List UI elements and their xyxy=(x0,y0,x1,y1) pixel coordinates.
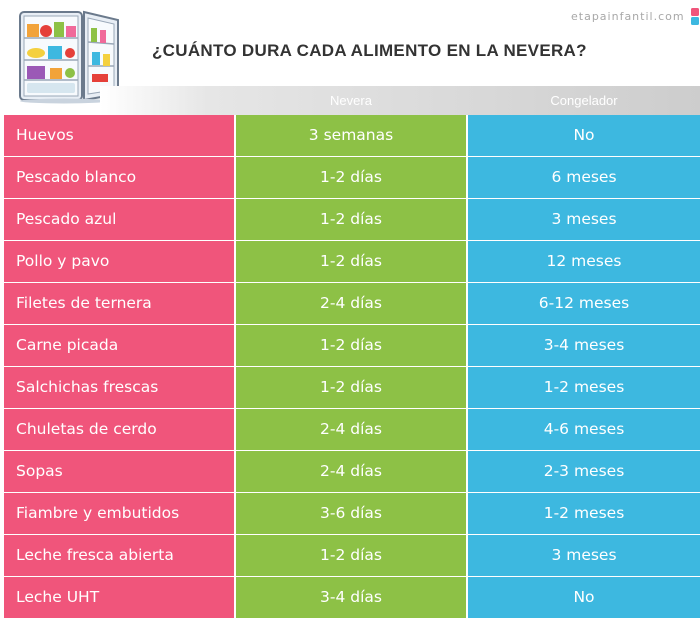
table-row: Sopas 2-4 días 2-3 meses xyxy=(4,451,700,492)
freezer-time-cell: 3 meses xyxy=(468,535,700,576)
food-cell: Pollo y pavo xyxy=(4,241,234,282)
food-cell: Leche UHT xyxy=(4,577,234,618)
fridge-time-cell: 1-2 días xyxy=(236,241,466,282)
table-row: Fiambre y embutidos 3-6 días 1-2 meses xyxy=(4,493,700,534)
fridge-time-cell: 2-4 días xyxy=(236,283,466,324)
food-cell: Filetes de ternera xyxy=(4,283,234,324)
table-row: Carne picada 1-2 días 3-4 meses xyxy=(4,325,700,366)
column-header-freezer: Congelador xyxy=(550,93,618,108)
food-cell: Leche fresca abierta xyxy=(4,535,234,576)
freezer-time-cell: No xyxy=(468,577,700,618)
table-row: Huevos 3 semanas No xyxy=(4,115,700,156)
table-row: Salchichas frescas 1-2 días 1-2 meses xyxy=(4,367,700,408)
food-cell: Pescado blanco xyxy=(4,157,234,198)
fridge-time-cell: 3 semanas xyxy=(236,115,466,156)
freezer-time-cell: 1-2 meses xyxy=(468,493,700,534)
storage-table: Huevos 3 semanas No Pescado blanco 1-2 días 6… xyxy=(4,115,700,619)
freezer-time-cell: 3-4 meses xyxy=(468,325,700,366)
fridge-time-cell: 1-2 días xyxy=(236,367,466,408)
fridge-time-cell: 1-2 días xyxy=(236,325,466,366)
fridge-time-cell: 2-4 días xyxy=(236,451,466,492)
page-title: ¿CUÁNTO DURA CADA ALIMENTO EN LA NEVERA? xyxy=(152,41,587,60)
food-cell: Chuletas de cerdo xyxy=(4,409,234,450)
fridge-time-cell: 1-2 días xyxy=(236,199,466,240)
freezer-time-cell: 2-3 meses xyxy=(468,451,700,492)
freezer-time-cell: No xyxy=(468,115,700,156)
freezer-time-cell: 1-2 meses xyxy=(468,367,700,408)
column-header-bar xyxy=(100,86,700,115)
fridge-illustration xyxy=(19,10,119,104)
fridge-time-cell: 1-2 días xyxy=(236,157,466,198)
table-row: Pescado blanco 1-2 días 6 meses xyxy=(4,157,700,198)
food-cell: Pescado azul xyxy=(4,199,234,240)
column-header-fridge: Nevera xyxy=(330,93,372,108)
brand-logo-icon xyxy=(690,8,700,25)
table-row: Leche UHT 3-4 días No xyxy=(4,577,700,618)
food-cell: Huevos xyxy=(4,115,234,156)
food-cell: Sopas xyxy=(4,451,234,492)
table-row: Pollo y pavo 1-2 días 12 meses xyxy=(4,241,700,282)
fridge-time-cell: 1-2 días xyxy=(236,535,466,576)
freezer-time-cell: 12 meses xyxy=(468,241,700,282)
food-cell: Fiambre y embutidos xyxy=(4,493,234,534)
table-row: Pescado azul 1-2 días 3 meses xyxy=(4,199,700,240)
table-row: Leche fresca abierta 1-2 días 3 meses xyxy=(4,535,700,576)
brand-text: etapainfantil.com xyxy=(571,10,685,23)
table-row: Filetes de ternera 2-4 días 6-12 meses xyxy=(4,283,700,324)
fridge-time-cell: 3-4 días xyxy=(236,577,466,618)
table-row: Chuletas de cerdo 2-4 días 4-6 meses xyxy=(4,409,700,450)
freezer-time-cell: 3 meses xyxy=(468,199,700,240)
freezer-time-cell: 4-6 meses xyxy=(468,409,700,450)
food-cell: Salchichas frescas xyxy=(4,367,234,408)
brand: etapainfantil.com xyxy=(571,8,700,25)
food-cell: Carne picada xyxy=(4,325,234,366)
freezer-time-cell: 6-12 meses xyxy=(468,283,700,324)
fridge-time-cell: 2-4 días xyxy=(236,409,466,450)
fridge-time-cell: 3-6 días xyxy=(236,493,466,534)
freezer-time-cell: 6 meses xyxy=(468,157,700,198)
